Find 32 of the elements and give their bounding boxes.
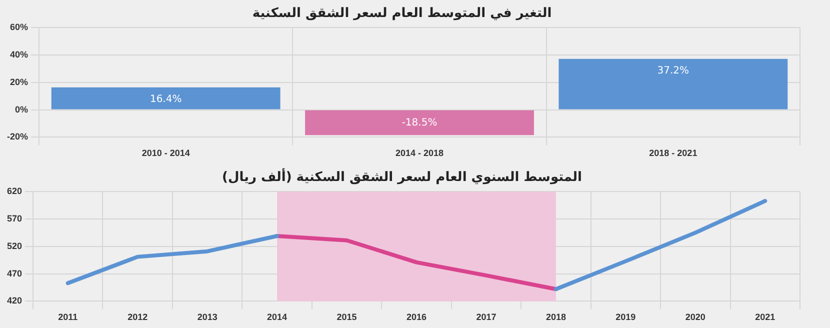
- x-tick-label: 2018: [546, 312, 566, 322]
- x-tick-label: 2010 - 2014: [142, 148, 190, 158]
- x-tick-label: 2014 - 2018: [395, 148, 444, 158]
- data-label: -18.5%: [402, 118, 438, 129]
- data-label: 37.2%: [657, 65, 690, 76]
- x-tick-label: 2013: [197, 312, 218, 322]
- y-tick-label: 420: [6, 296, 22, 306]
- x-tick-label: 2017: [476, 312, 496, 322]
- x-tick-label: 2016: [406, 312, 427, 322]
- bar: [558, 58, 788, 110]
- y-tick-label: -20%: [6, 132, 28, 142]
- y-tick-label: 0%: [14, 104, 28, 114]
- y-tick-label: 40%: [10, 49, 28, 60]
- x-tick-label: 2015: [336, 312, 357, 322]
- y-tick-label: 620: [6, 186, 22, 196]
- chart-title: المتوسط السنوي العام لسعر الشقق السكنية (ألف ريال): [222, 168, 582, 186]
- x-tick-label: 2011: [58, 312, 78, 322]
- bar: [51, 87, 280, 110]
- x-tick-label: 2019: [616, 312, 636, 322]
- data-label: 16.4%: [150, 94, 182, 105]
- x-tick-label: 2014: [267, 312, 288, 322]
- y-tick-label: 570: [6, 213, 22, 224]
- y-tick-label: 470: [6, 268, 22, 278]
- bar: [305, 110, 534, 136]
- y-tick-label: 20%: [10, 76, 28, 87]
- x-tick-label: 2021: [755, 312, 776, 322]
- x-tick-label: 2012: [128, 312, 148, 322]
- y-tick-label: 60%: [10, 22, 28, 32]
- x-tick-label: 2018 - 2021: [649, 148, 698, 158]
- y-tick-label: 520: [6, 240, 22, 251]
- chart-title: التغير في المتوسط العام لسعر الشقق السكنية: [252, 6, 552, 22]
- x-tick-label: 2020: [685, 312, 706, 322]
